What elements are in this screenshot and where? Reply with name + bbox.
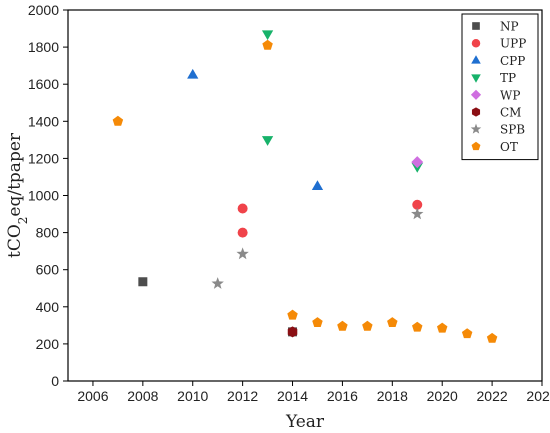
- x-tick-label: 2022: [477, 388, 508, 404]
- legend-label-tp: TP: [500, 71, 516, 85]
- y-axis-title-subscript: 2: [16, 217, 30, 225]
- y-tick-label: 600: [36, 262, 60, 278]
- point-ot: [112, 115, 124, 126]
- point-ot: [262, 39, 273, 50]
- legend-label-cm: CM: [500, 106, 521, 120]
- y-tick-label: 1200: [28, 150, 59, 166]
- point-ot: [412, 321, 423, 332]
- point-spb: [211, 277, 224, 289]
- point-spb: [236, 247, 249, 260]
- legend-box: [461, 13, 539, 161]
- x-tick-label: 2012: [227, 388, 258, 404]
- legend-marker-spb: [470, 123, 482, 134]
- point-ot: [312, 317, 323, 328]
- x-tick-label: 2010: [177, 388, 208, 404]
- point-tp: [261, 136, 274, 146]
- plot-area: 2006 2008 2010 2012 2014 2016 2018 2020 2022 2024…: [28, 2, 550, 404]
- legend-marker-np: [472, 22, 480, 30]
- legend-marker-ot: [471, 141, 481, 151]
- y-tick-label: 400: [36, 299, 60, 315]
- legend-marker-upp: [471, 38, 481, 48]
- point-ot: [387, 317, 398, 328]
- y-axis-title-rest: eq/tpaper: [5, 132, 25, 216]
- y-tick-label: 200: [36, 336, 60, 352]
- y-tick-label: 800: [36, 225, 60, 241]
- point-upp: [237, 203, 248, 214]
- legend-marker-cm: [471, 107, 481, 117]
- legend-label-np: NP: [500, 20, 519, 34]
- legend-label-cpp: CPP: [500, 54, 525, 68]
- point-np: [138, 277, 148, 287]
- y-tick-label: 1000: [28, 188, 59, 204]
- point-wp: [411, 156, 424, 169]
- y-tick-label: 0: [51, 373, 59, 389]
- point-ot: [337, 320, 348, 331]
- point-spb: [411, 207, 424, 220]
- x-axis-title: Year: [285, 412, 325, 432]
- y-axis-title: tCO2eq/tpaper: [5, 132, 30, 258]
- point-upp: [237, 227, 248, 238]
- point-cm: [287, 326, 298, 338]
- legend-marker-cpp: [471, 55, 481, 64]
- x-tick-label: 2014: [277, 388, 308, 404]
- point-cpp: [187, 68, 199, 79]
- point-tp: [261, 30, 274, 41]
- y-tick-label: 1400: [28, 113, 59, 129]
- point-ot: [362, 320, 373, 331]
- point-upp: [412, 199, 423, 210]
- x-tick-label: 2020: [427, 388, 458, 404]
- x-tick-label: 2008: [127, 388, 158, 404]
- x-tick-label: 2006: [77, 388, 108, 404]
- point-ot: [461, 328, 473, 339]
- y-tick-label: 2000: [28, 2, 59, 18]
- legend-label-ot: OT: [500, 140, 518, 154]
- x-tick-label: 2016: [327, 388, 358, 404]
- legend-marker-wp: [470, 89, 482, 100]
- legend-marker-tp: [471, 74, 481, 83]
- legend: NP UPP CPP TP WP CM SPB OT: [461, 13, 539, 161]
- legend-label-wp: WP: [500, 88, 520, 102]
- point-cpp: [311, 180, 324, 190]
- y-tick-label: 1800: [28, 39, 59, 55]
- x-tick-label: 2018: [377, 388, 408, 404]
- y-axis-title-main: tCO: [5, 224, 25, 258]
- point-ot: [486, 332, 498, 343]
- point-ot: [436, 322, 448, 333]
- legend-label-spb: SPB: [500, 123, 525, 137]
- legend-label-upp: UPP: [500, 37, 526, 51]
- x-tick-label: 2024: [526, 388, 550, 404]
- point-ot: [287, 309, 298, 320]
- y-tick-label: 1600: [28, 76, 59, 92]
